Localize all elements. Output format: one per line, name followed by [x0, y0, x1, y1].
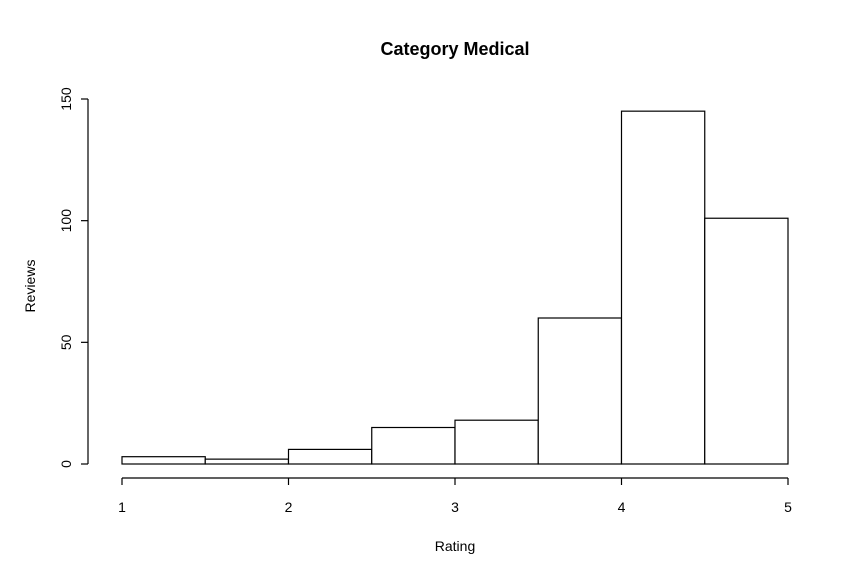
- histogram-bar-4: [371, 426, 456, 465]
- y-tick-label-50: 50: [58, 334, 74, 350]
- histogram-bar-2: [204, 458, 290, 465]
- bars-group: [121, 110, 789, 465]
- x-axis: 1 2 3 4 5: [118, 477, 792, 515]
- histogram-bar-5: [454, 419, 539, 465]
- x-tick-label-1: 1: [118, 499, 126, 515]
- y-axis-label: Reviews: [22, 260, 38, 313]
- x-axis-label: Rating: [435, 538, 475, 554]
- y-tick-label-0: 0: [58, 460, 74, 468]
- y-tick-label-100: 100: [58, 209, 74, 233]
- x-tick-label-2: 2: [285, 499, 293, 515]
- histogram-bar-1: [121, 456, 206, 465]
- histogram-bar-3: [287, 448, 373, 465]
- histogram-bar-7: [620, 110, 706, 465]
- histogram-bar-6: [537, 317, 623, 465]
- chart-title: Category Medical: [380, 39, 529, 59]
- x-tick-label-3: 3: [451, 499, 459, 515]
- x-tick-label-5: 5: [784, 499, 792, 515]
- histogram-bar-8: [704, 217, 789, 465]
- x-tick-label-4: 4: [618, 499, 626, 515]
- y-axis: 0 50 100 150: [58, 87, 89, 468]
- y-tick-label-150: 150: [58, 87, 74, 111]
